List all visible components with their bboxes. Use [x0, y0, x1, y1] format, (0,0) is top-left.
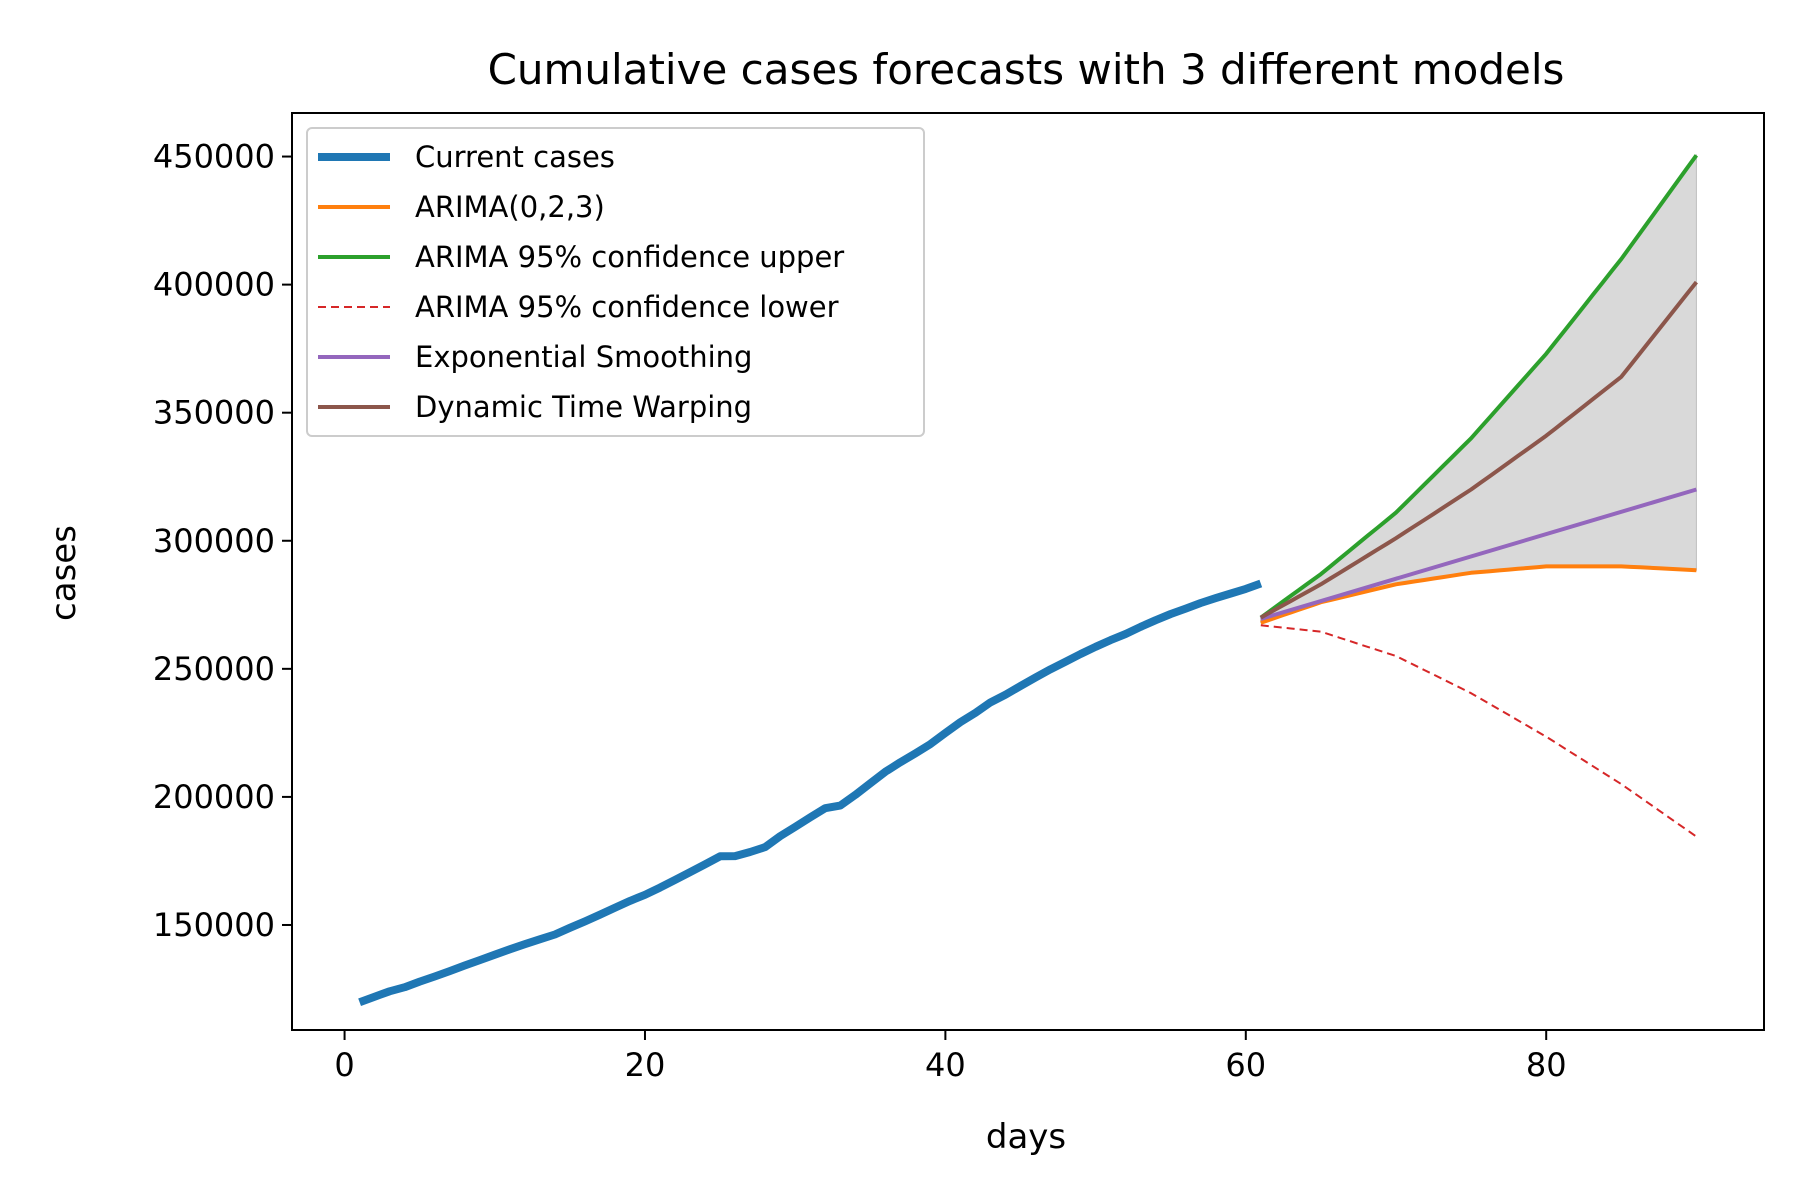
y-tick-label: 250000 [153, 650, 275, 688]
plot-frame [291, 112, 1765, 1031]
axes: 0 20 40 60 80 150000 200000 250000 300000 350000 4… [153, 112, 1765, 1084]
y-tick-label: 150000 [153, 906, 275, 944]
legend-label-arima-0-2-3: ARIMA(0,2,3) [415, 190, 605, 224]
y-tick-label: 300000 [153, 522, 275, 560]
x-tick-label: 40 [925, 1046, 966, 1084]
series-line-arima-95-confidence-lower [1260, 624, 1697, 838]
legend-label-arima-95-confidence-lower: ARIMA 95% confidence lower [415, 290, 839, 324]
chart-title: Cumulative cases forecasts with 3 differ… [488, 45, 1565, 94]
series-line-dynamic-time-warping [1259, 280, 1698, 620]
legend: Current cases ARIMA(0,2,3) ARIMA 95% confi… [306, 127, 925, 437]
legend-label-exponential-smoothing: Exponential Smoothing [415, 340, 752, 374]
x-tick-label: 80 [1526, 1046, 1567, 1084]
y-tick-label: 350000 [153, 394, 275, 432]
y-tick-label: 450000 [153, 138, 275, 176]
legend-label-dynamic-time-warping: Dynamic Time Warping [415, 390, 752, 424]
y-axis-label: cases [44, 525, 84, 621]
legend-box [306, 127, 925, 437]
x-axis-label: days [986, 1117, 1066, 1157]
y-tick-label: 200000 [153, 778, 275, 816]
legend-label-arima-95-confidence-upper: ARIMA 95% confidence upper [415, 240, 844, 274]
x-tick-label: 0 [334, 1046, 354, 1084]
series-line-exponential-smoothing [1260, 487, 1697, 621]
plot-area [358, 153, 1699, 1007]
legend-label-current-cases: Current cases [415, 140, 615, 174]
series-line-current-cases [358, 579, 1263, 1007]
y-tick-label: 400000 [153, 266, 275, 304]
x-tick-label: 20 [625, 1046, 666, 1084]
x-tick-label: 60 [1225, 1046, 1266, 1084]
series-line-arima-95-confidence-upper [1259, 154, 1699, 620]
